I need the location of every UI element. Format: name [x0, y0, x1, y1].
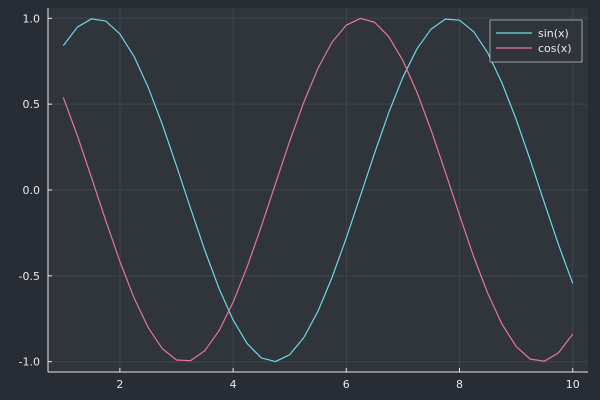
y-tick-label: 0.0	[23, 184, 41, 197]
x-tick-label: 2	[116, 378, 123, 391]
series-layer	[62, 17, 574, 363]
grid	[48, 8, 588, 372]
legend-label: cos(x)	[538, 42, 572, 55]
x-tick-label: 6	[343, 378, 350, 391]
y-tick-label: -1.0	[19, 356, 40, 369]
legend-label: sin(x)	[538, 27, 569, 40]
x-tick-label: 10	[566, 378, 580, 391]
y-tick-label: 1.0	[23, 12, 41, 25]
series-line-0	[62, 18, 574, 363]
y-tick-label: -0.5	[19, 270, 40, 283]
y-tick-label: 0.5	[23, 98, 41, 111]
x-tick-label: 8	[456, 378, 463, 391]
x-tick-label: 4	[230, 378, 237, 391]
legend: sin(x) cos(x)	[489, 19, 583, 63]
series-line-1	[62, 17, 574, 362]
legend-box	[489, 19, 583, 63]
tick-labels: 2 4 6 8 10 -1.0 -0.5 0.0 0.5 1.0	[19, 12, 580, 391]
